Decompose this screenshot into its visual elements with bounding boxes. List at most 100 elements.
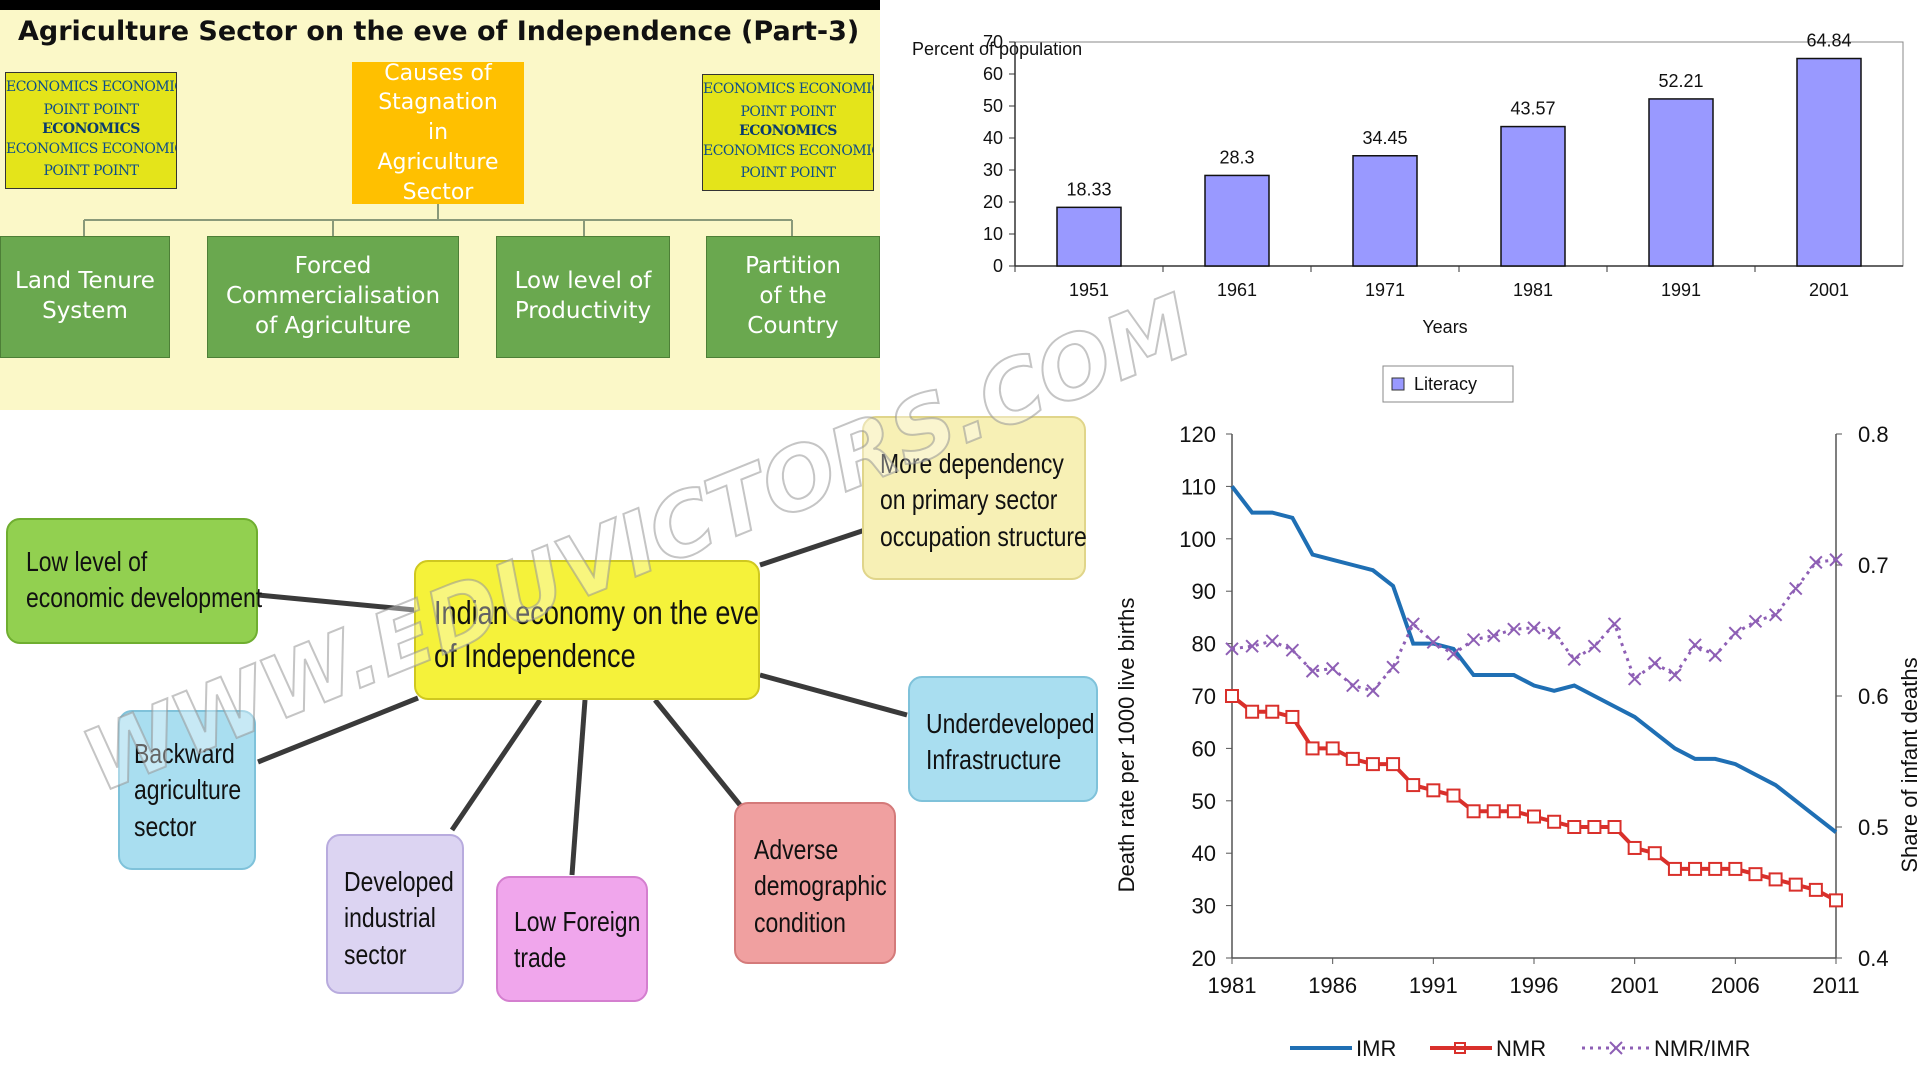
- nmr-imr-point: [1748, 614, 1763, 629]
- mindmap-node-low-economic-development: Low level of economic development: [6, 518, 262, 644]
- bar-1971: [1352, 155, 1418, 267]
- nmr-point: [1426, 783, 1441, 798]
- bar-plot-frame: [1014, 41, 1904, 267]
- nmr-point: [1325, 741, 1340, 756]
- line-y-tick-label: 50: [1192, 789, 1216, 814]
- bar-1951: [1056, 206, 1122, 267]
- line-ylabel: Death rate per 1000 live births: [1114, 598, 1139, 893]
- bar-value-label: 43.57: [1510, 99, 1555, 119]
- line-x-tick-label: 1981: [1208, 973, 1257, 998]
- nmr-imr-point: [1225, 642, 1239, 656]
- nmr-point: [1305, 741, 1320, 756]
- line-y-tick-label: 30: [1192, 894, 1216, 919]
- nmr-point: [1285, 709, 1300, 724]
- land-tenure-system-box: Land Tenure System: [0, 236, 170, 358]
- nmr-point: [1748, 867, 1763, 882]
- bar-y-tick-label: 70: [983, 32, 1003, 52]
- nmr-imr-point: [1688, 638, 1702, 652]
- nmr-point: [1708, 861, 1723, 876]
- nmr-point: [1768, 872, 1783, 887]
- line-legend: IMR NMR NMR/IMR: [1290, 1036, 1751, 1061]
- legend-label-imr: IMR: [1356, 1036, 1396, 1061]
- bar-x-tick-label: 1991: [1661, 280, 1701, 300]
- nmr-point: [1527, 809, 1541, 824]
- line-y2-tick-label: 0.5: [1858, 815, 1889, 840]
- nmr-imr-point: [1768, 608, 1783, 622]
- nmr-point: [1265, 704, 1280, 719]
- bar-x-tick-label: 1951: [1069, 280, 1109, 300]
- agriculture-connectors: [83, 204, 793, 236]
- line-x-tick-label: 1996: [1510, 973, 1559, 998]
- nmr-imr-point: [1527, 621, 1541, 635]
- nmr-imr-point: [1245, 639, 1259, 653]
- line-y-tick-label: 20: [1192, 946, 1216, 971]
- bar-x-tick-label: 1971: [1365, 280, 1405, 300]
- bar-y-tick-label: 10: [983, 224, 1003, 244]
- bar-y-tick-label: 20: [983, 192, 1003, 212]
- nmr-imr-point: [1386, 660, 1400, 674]
- forced-commercialisation-box: Forced Commercialisation of Agriculture: [207, 236, 459, 358]
- low-productivity-box: Low level of Productivity: [496, 236, 670, 358]
- nmr-imr-point: [1446, 647, 1461, 661]
- line-y-tick-label: 90: [1192, 579, 1216, 604]
- nmr-imr-point: [1366, 684, 1380, 698]
- line-x-tick-label: 1991: [1409, 973, 1458, 998]
- series-line-nmr: [1230, 694, 1837, 903]
- bar-legend: Literacy: [1382, 365, 1514, 403]
- bar-y-tick-label: 50: [983, 96, 1003, 116]
- nmr-imr-point: [1627, 672, 1642, 686]
- bar-ylabel: Percent of population: [912, 39, 1082, 59]
- series-line-nmr-imr: [1231, 558, 1837, 693]
- bar-value-label: 18.33: [1066, 179, 1111, 199]
- nmr-point: [1547, 814, 1562, 829]
- bar-1991: [1648, 98, 1714, 267]
- nmr-imr-point: [1708, 648, 1722, 663]
- nmr-point: [1506, 804, 1521, 819]
- mindmap-node-adverse-demographic: Adverse demographic condition: [734, 802, 896, 964]
- bar-1981: [1500, 125, 1566, 267]
- nmr-imr-point: [1285, 643, 1300, 657]
- nmr-point: [1567, 820, 1582, 834]
- nmr-imr-point: [1305, 664, 1320, 678]
- mindmap-node-low-foreign-trade: Low Foreign trade: [496, 876, 648, 1002]
- legend-label-nmr: NMR: [1496, 1036, 1546, 1061]
- partition-of-country-box: Partition of the Country: [706, 236, 880, 358]
- nmr-imr-point: [1346, 678, 1360, 693]
- legend-swatch-literacy: [1391, 377, 1405, 391]
- nmr-point: [1728, 861, 1743, 876]
- bar-xlabel: Years: [1422, 317, 1467, 337]
- mindmap-node-underdeveloped-infrastructure: Underdeveloped Infrastructure: [908, 676, 1098, 802]
- nmr-point: [1688, 861, 1703, 876]
- nmr-point: [1808, 882, 1823, 897]
- nmr-imr-point: [1466, 632, 1481, 647]
- line-x-tick-label: 2001: [1610, 973, 1659, 998]
- line-y-tick-label: 80: [1192, 632, 1216, 657]
- nmr-point: [1345, 751, 1360, 766]
- agriculture-title: Agriculture Sector on the eve of Indepen…: [18, 16, 860, 47]
- literacy-bar-chart: Percent of population Years Literacy 0 10…: [912, 31, 1904, 403]
- mindmap-node-primary-sector-dependency: More dependency on primary sector occupa…: [862, 416, 1087, 580]
- line-y2-tick-label: 0.7: [1858, 553, 1889, 578]
- line-y2-tick-label: 0.4: [1858, 946, 1889, 971]
- mindmap-center-node: Indian economy on the eve of Independenc…: [414, 560, 760, 700]
- bar-y-tick-label: 30: [983, 160, 1003, 180]
- line-y-tick-label: 40: [1192, 841, 1216, 866]
- nmr-point: [1245, 704, 1260, 719]
- line-y-tick-label: 110: [1181, 474, 1216, 499]
- bar-x-tick-label: 2001: [1809, 280, 1849, 300]
- economics-point-logo-left: ECONOMICS ECONOMICS POINT POINT ECONOMIC…: [5, 72, 177, 189]
- series-line-imr: [1230, 485, 1838, 834]
- nmr-point: [1486, 804, 1501, 819]
- nmr-imr-point: [1829, 553, 1843, 567]
- nmr-point: [1466, 804, 1481, 819]
- nmr-imr-point: [1668, 668, 1682, 682]
- line-y-tick-label: 120: [1179, 422, 1216, 447]
- causes-of-stagnation-box: Causes of Stagnation in Agriculture Sect…: [352, 61, 524, 205]
- bar-value-label: 52.21: [1658, 71, 1703, 91]
- bar-x-tick-label: 1961: [1217, 280, 1257, 300]
- mindmap-node-developed-industrial-sector: Developed industrial sector: [326, 834, 464, 994]
- legend-label-nmr-imr: NMR/IMR: [1654, 1036, 1751, 1061]
- line-y2-tick-label: 0.8: [1858, 422, 1889, 447]
- nmr-imr-point: [1507, 622, 1521, 636]
- economics-point-logo-right: ECONOMICS ECONOMICS POINT POINT ECONOMIC…: [702, 74, 874, 191]
